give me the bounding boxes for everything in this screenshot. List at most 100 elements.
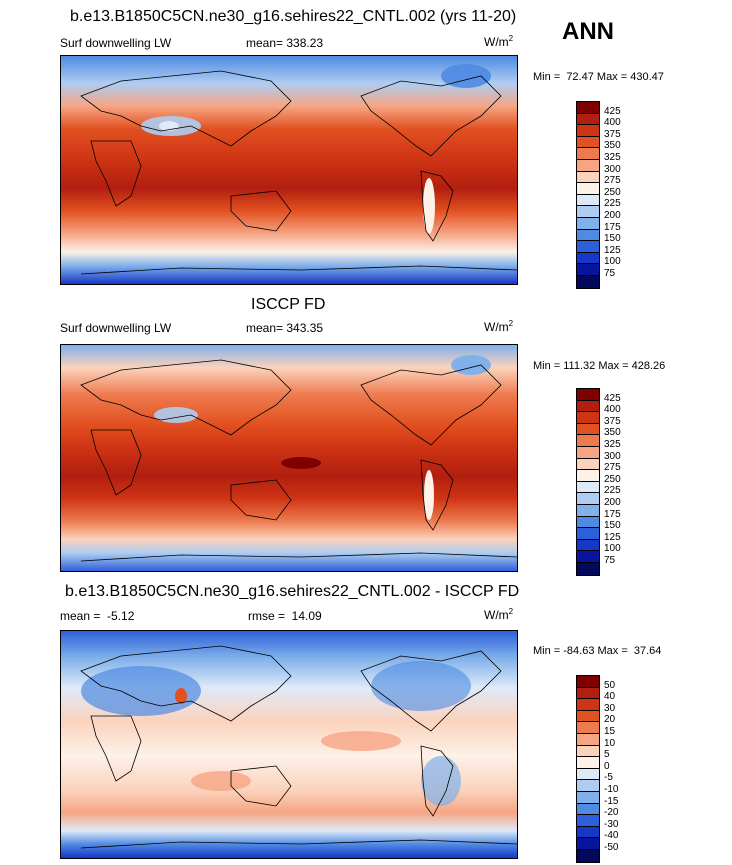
colorbar-swatch	[577, 458, 599, 471]
colorbar-level-label: 75	[604, 268, 616, 279]
colorbar-level-label: 100	[604, 256, 621, 268]
panel-1-map	[60, 55, 518, 285]
colorbar-level-label: 325	[604, 439, 621, 450]
colorbar-swatch	[577, 562, 599, 575]
colorbar-level-label: 400	[604, 404, 621, 416]
colorbar-level-label: 350	[604, 140, 621, 152]
colorbar-swatch	[577, 275, 599, 288]
panel-3-rmse-label: rmse = 14.09	[248, 609, 322, 623]
panel-2-units: W/m2	[484, 319, 514, 334]
colorbar-level-label: -30	[604, 818, 619, 830]
colorbar-level-label: 350	[604, 427, 621, 439]
colorbar-swatch	[577, 676, 599, 688]
panel-1-field-label: Surf downwelling LW	[60, 36, 172, 50]
colorbar-swatch	[577, 803, 599, 816]
colorbar-level-label: -15	[604, 795, 619, 807]
colorbar-swatch	[577, 171, 599, 184]
colorbar-level-label: 250	[604, 186, 621, 198]
season-label: ANN	[562, 18, 614, 45]
colorbar-swatch	[577, 183, 599, 195]
colorbar-level-label: 425	[604, 105, 621, 117]
colorbar-level-label: 150	[604, 233, 621, 245]
colorbar-swatch	[577, 516, 599, 529]
colorbar-swatch	[577, 733, 599, 746]
colorbar-swatch	[577, 252, 599, 265]
colorbar-swatch	[577, 206, 599, 218]
colorbar-level-label: 375	[604, 128, 621, 140]
colorbar-swatch	[577, 241, 599, 253]
colorbar-level-label: 125	[604, 244, 621, 256]
colorbar-level-label: 125	[604, 531, 621, 543]
panel-2-mean-label: mean= 343.35	[246, 321, 324, 335]
colorbar-swatch	[577, 264, 599, 276]
colorbar-swatch	[577, 389, 599, 401]
colorbar-swatch	[577, 539, 599, 552]
colorbar-level-label: 225	[604, 485, 621, 497]
panel-1-colorbar-box	[576, 101, 600, 289]
panel-1-minmax: Min = 72.47 Max = 430.47	[533, 71, 664, 83]
colorbar-level-label: 150	[604, 520, 621, 532]
colorbar-level-label: 20	[604, 714, 616, 726]
colorbar-level-label: 40	[604, 691, 616, 703]
colorbar-level-label: 300	[604, 163, 621, 175]
panel-3-units: W/m2	[484, 607, 514, 622]
colorbar-level-label: 400	[604, 117, 621, 129]
colorbar-swatch	[577, 826, 599, 839]
colorbar-swatch	[577, 699, 599, 711]
panel-2-title: ISCCP FD	[251, 296, 326, 313]
colorbar-level-label: -50	[604, 842, 619, 853]
panel-1-units: W/m2	[484, 34, 514, 49]
colorbar-swatch	[577, 687, 599, 700]
colorbar-level-label: 225	[604, 198, 621, 210]
colorbar-level-label: 10	[604, 737, 616, 749]
colorbar-level-label: 325	[604, 152, 621, 163]
panel-2-field-label: Surf downwelling LW	[60, 321, 172, 335]
colorbar-swatch	[577, 768, 599, 781]
colorbar-level-label: 30	[604, 702, 616, 714]
colorbar-level-label: 175	[604, 221, 621, 233]
panel-3-colorbar-box	[576, 675, 600, 863]
colorbar-swatch	[577, 838, 599, 850]
colorbar-swatch	[577, 791, 599, 804]
colorbar-level-label: 375	[604, 415, 621, 427]
colorbar-swatch	[577, 481, 599, 494]
colorbar-swatch	[577, 446, 599, 459]
colorbar-level-label: 200	[604, 210, 621, 221]
colorbar-level-label: -5	[604, 772, 613, 784]
colorbar-swatch	[577, 400, 599, 413]
colorbar-level-label: 0	[604, 760, 610, 772]
colorbar-swatch	[577, 551, 599, 563]
panel-2-map	[60, 344, 518, 572]
colorbar-swatch	[577, 528, 599, 540]
colorbar-swatch	[577, 194, 599, 207]
colorbar-swatch	[577, 470, 599, 482]
colorbar-level-label: 425	[604, 392, 621, 404]
colorbar-swatch	[577, 412, 599, 424]
colorbar-level-label: 175	[604, 508, 621, 520]
colorbar-swatch	[577, 125, 599, 137]
panel-3-map	[60, 630, 518, 859]
colorbar-level-label: -10	[604, 784, 619, 795]
panel-3-title: b.e13.B1850C5CN.ne30_g16.sehires22_CNTL.…	[65, 583, 520, 600]
colorbar-swatch	[577, 229, 599, 242]
colorbar-swatch	[577, 504, 599, 517]
colorbar-swatch	[577, 493, 599, 505]
colorbar-swatch	[577, 757, 599, 769]
panel-1-title: b.e13.B1850C5CN.ne30_g16.sehires22_CNTL.…	[70, 8, 517, 25]
colorbar-swatch	[577, 136, 599, 149]
colorbar-level-label: 275	[604, 175, 621, 187]
colorbar-swatch	[577, 113, 599, 126]
colorbar-swatch	[577, 745, 599, 758]
panel-3-minmax: Min = -84.63 Max = 37.64	[533, 645, 662, 657]
colorbar-swatch	[577, 148, 599, 160]
colorbar-swatch	[577, 849, 599, 862]
colorbar-swatch	[577, 722, 599, 734]
colorbar-level-label: 50	[604, 679, 616, 691]
colorbar-swatch	[577, 710, 599, 723]
colorbar-swatch	[577, 423, 599, 436]
colorbar-level-label: 5	[604, 749, 610, 761]
panel-2-minmax: Min = 111.32 Max = 428.26	[533, 360, 666, 372]
panel-1-mean-label: mean= 338.23	[246, 36, 324, 50]
colorbar-level-label: 275	[604, 462, 621, 474]
colorbar-level-label: 75	[604, 555, 616, 566]
